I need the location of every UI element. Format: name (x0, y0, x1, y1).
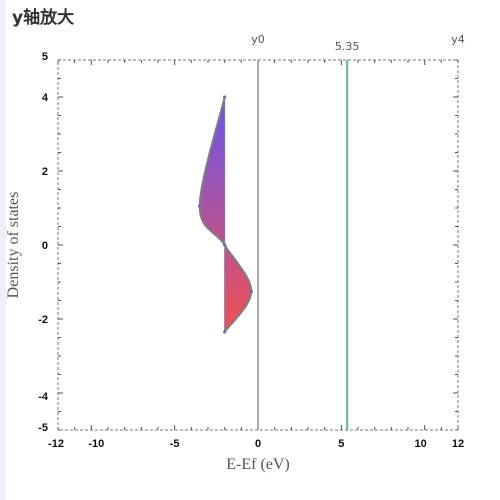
y-tick-label: 4 (42, 92, 49, 104)
dos-area (199, 97, 252, 332)
reference-line-label: y0 (251, 33, 265, 46)
y-tick-label: 0 (42, 240, 48, 252)
dos-curve (198, 96, 253, 333)
reference-line-label: 5.35 (335, 40, 360, 53)
tick-marks (57, 59, 459, 431)
x-tick-label: 0 (255, 438, 261, 450)
x-tick-label: 10 (415, 438, 427, 450)
y-axis-title: Density of states (5, 192, 22, 299)
y-tick-label: 2 (42, 166, 48, 178)
series-group (198, 95, 253, 334)
y-tick-label: -4 (38, 391, 49, 403)
chart-title: y轴放大 (12, 8, 75, 28)
data-point (249, 289, 253, 293)
x-tick-label: -5 (170, 438, 180, 450)
y-tick-label: -2 (38, 314, 48, 326)
x-tick-label: 5 (338, 438, 344, 450)
x-tick-label: -12 (48, 438, 64, 450)
x-tick-label: 12 (452, 438, 464, 450)
tick-labels: -12 -10 -5 0 5 10 12 -5 -4 -2 0 2 4 5 (38, 51, 464, 450)
y-tick-label: 5 (42, 51, 48, 63)
data-point (223, 243, 227, 247)
reference-line-label: y4 (451, 33, 465, 46)
x-tick-label: -10 (88, 438, 104, 450)
reference-lines: y0 5.35 y4 (251, 33, 465, 430)
data-point (198, 204, 202, 208)
left-strip (0, 0, 6, 500)
x-axis-title: E-Ef (eV) (226, 456, 290, 473)
data-point (223, 330, 227, 334)
data-point (223, 95, 227, 99)
y-tick-label: -5 (38, 422, 48, 434)
